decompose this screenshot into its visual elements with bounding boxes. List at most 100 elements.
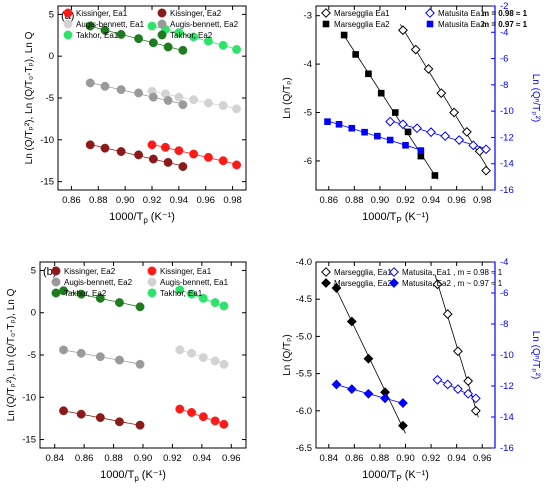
x-tick-label: 0.86: [320, 195, 339, 206]
data-point: [402, 142, 409, 149]
legend-entry: Augis-bennett, Ea2: [51, 277, 133, 287]
x-tick-label: 0.92: [163, 453, 182, 464]
data-point: [163, 157, 173, 167]
y-tick-label: -5.0: [296, 331, 312, 342]
data-point: [148, 38, 158, 48]
data-point: [436, 88, 447, 99]
x-tick-label: 0.92: [396, 195, 415, 206]
legend-entry: Takhor, Ea1: [147, 288, 203, 298]
data-point: [187, 348, 197, 358]
data-point: [398, 25, 408, 36]
legend-entry: Marsegglia, Ea2: [321, 278, 392, 288]
x-tick-label: 0.96: [196, 195, 215, 206]
x-tick-label: 0.84: [320, 453, 339, 464]
data-point: [432, 279, 443, 290]
chart-panel-a_right: 0.86 0.88 0.90 0.92 0.94 0.96 0.98 -6 -5 -4 -3 -16 -…: [282, 1, 541, 225]
data-point: [348, 124, 356, 132]
data-point: [187, 408, 197, 417]
data-point: [398, 119, 408, 130]
y-tick-label: -5.5: [296, 369, 312, 380]
y-tick-label: -15: [22, 435, 36, 446]
data-point: [174, 92, 184, 102]
x-tick-label: 0.90: [371, 195, 390, 206]
y2-tick-label: -12: [500, 381, 514, 392]
legend-entry: Kissinger, Ea1: [63, 8, 128, 18]
data-point: [134, 150, 144, 160]
data-point: [440, 131, 451, 142]
legend-marker: [51, 277, 61, 287]
data-point: [365, 70, 372, 78]
legend-label: Marsegglia Ea2: [334, 20, 390, 29]
data-point: [147, 140, 157, 150]
y2-axis-label: Ln (Qⁿ/Tₚ²): [530, 74, 541, 123]
data-point: [85, 78, 95, 88]
data-point: [115, 417, 124, 427]
y2-tick-label: -8: [500, 319, 508, 330]
data-point: [410, 44, 421, 55]
data-point: [398, 420, 408, 431]
data-point: [134, 34, 144, 44]
y2-tick-label: -2: [500, 1, 508, 12]
data-point: [175, 404, 185, 414]
y-tick-label: -6.0: [296, 406, 312, 417]
data-point: [232, 104, 242, 114]
legend-label: Kissinger, Ea2: [170, 9, 222, 18]
legend-entry: Marsegglia Ea2: [322, 20, 390, 29]
legend-marker: [389, 267, 399, 277]
legend-label: Augis-bennett, Ea1: [160, 278, 229, 287]
legend-label: Matusita, Ea2 , m ~ 0.97 ≈ 1: [402, 279, 503, 288]
data-point: [377, 89, 385, 97]
legend-entry: Takhor, Ea1: [63, 30, 119, 40]
x-tick-label: 0.96: [473, 453, 492, 464]
data-point: [135, 420, 145, 430]
legend-marker: [321, 278, 331, 288]
data-point: [423, 64, 434, 74]
data-point: [178, 162, 188, 172]
legend-marker: [63, 8, 73, 18]
x-tick-label: 0.92: [422, 453, 441, 464]
data-point: [453, 384, 463, 395]
data-point: [232, 45, 242, 54]
data-point: [174, 28, 184, 38]
data-point: [340, 31, 348, 39]
y2-tick-label: -16: [500, 443, 514, 454]
y2-tick-label: -16: [500, 185, 514, 196]
data-point: [210, 416, 220, 426]
data-point: [189, 95, 199, 105]
y2-tick-label: -6: [500, 54, 508, 65]
y2-tick-label: -4: [500, 257, 508, 268]
data-point: [115, 298, 124, 308]
y2-axis-label: Ln (Qⁿ/Tₚ²): [530, 331, 541, 380]
data-point: [147, 21, 157, 31]
data-point: [449, 107, 459, 118]
data-point: [189, 149, 199, 159]
y-tick-label: 0: [49, 51, 54, 62]
data-point: [442, 309, 453, 319]
legend-marker: [321, 8, 331, 18]
legend-entry: Matusita Ea1: [425, 8, 485, 18]
data-point: [426, 127, 436, 138]
chart-panel-b_right: 0.84 0.86 0.88 0.90 0.92 0.94 0.96 -6.5 -6.0 -5.5…: [282, 257, 541, 483]
data-point: [198, 412, 208, 422]
legend-marker: [157, 30, 167, 40]
data-point: [175, 285, 185, 295]
data-point: [100, 25, 110, 35]
y-tick-label: -10: [40, 135, 54, 146]
data-point: [115, 355, 124, 365]
x-tick-label: 0.94: [447, 453, 466, 464]
data-point: [59, 345, 68, 355]
data-point: [385, 116, 396, 127]
y2-tick-label: -10: [500, 350, 514, 361]
y-tick-label: -5: [28, 350, 36, 361]
data-point: [175, 345, 185, 355]
data-point: [178, 100, 188, 110]
x-tick-label: 0.96: [222, 453, 241, 464]
data-point: [100, 81, 110, 91]
legend-marker: [63, 19, 73, 29]
data-point: [148, 92, 158, 102]
data-point: [386, 136, 394, 144]
data-point: [203, 152, 213, 162]
data-point: [380, 393, 390, 404]
legend-marker: [63, 30, 73, 40]
